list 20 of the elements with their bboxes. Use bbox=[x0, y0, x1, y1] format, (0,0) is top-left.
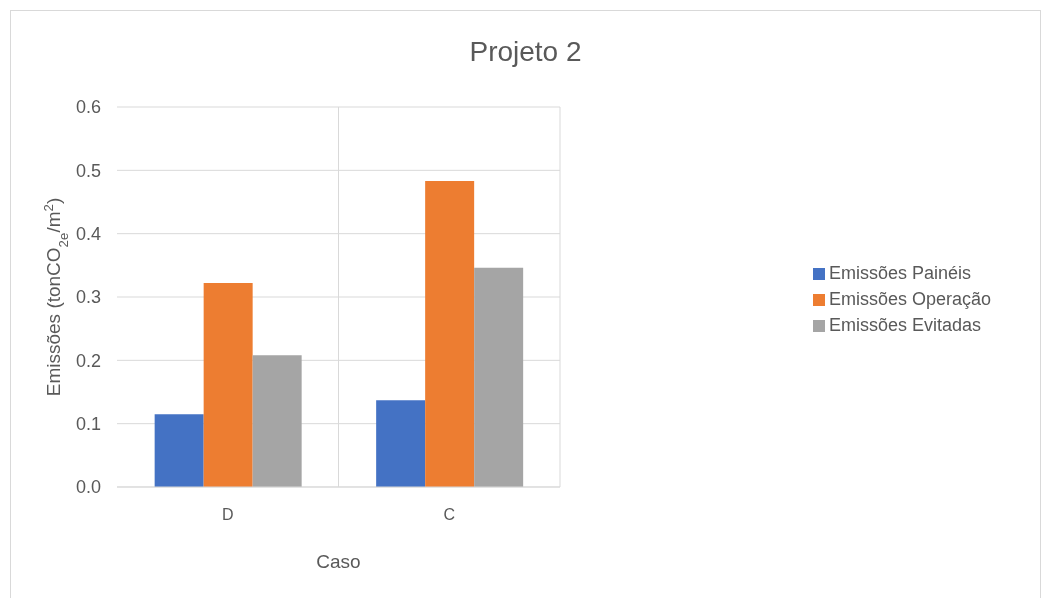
y-tick-label: 0.2 bbox=[75, 350, 101, 371]
bar bbox=[376, 400, 426, 487]
x-tick-label: C bbox=[443, 506, 456, 524]
legend-label: Emissões Evitadas bbox=[829, 315, 982, 335]
legend-label: Emissões Painéis bbox=[829, 263, 972, 283]
chart-title: Projeto 2 bbox=[468, 36, 583, 68]
y-tick-label: 0.1 bbox=[75, 414, 101, 435]
y-tick-label: 0.4 bbox=[75, 224, 101, 245]
x-axis-title: Caso bbox=[316, 551, 361, 572]
y-tick-label: 0.5 bbox=[75, 160, 101, 181]
legend-label: Emissões Operação bbox=[829, 289, 992, 309]
y-tick-label: 0.3 bbox=[75, 287, 101, 308]
bar bbox=[203, 283, 253, 487]
y-tick-label: 0.0 bbox=[75, 477, 101, 498]
bar bbox=[252, 355, 302, 487]
bar bbox=[474, 267, 524, 487]
y-tick-label: 0.6 bbox=[75, 97, 101, 118]
bar bbox=[425, 181, 475, 487]
x-tick-label: D bbox=[221, 506, 234, 524]
bar bbox=[154, 414, 204, 487]
